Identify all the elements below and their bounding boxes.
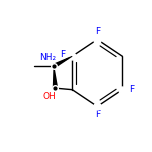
- Text: NH₂: NH₂: [39, 53, 56, 62]
- Text: OH: OH: [43, 92, 56, 101]
- Text: F: F: [95, 110, 100, 119]
- Text: F: F: [61, 50, 66, 59]
- Polygon shape: [53, 56, 73, 68]
- Polygon shape: [53, 66, 58, 88]
- Text: F: F: [130, 85, 135, 94]
- Text: F: F: [95, 27, 100, 36]
